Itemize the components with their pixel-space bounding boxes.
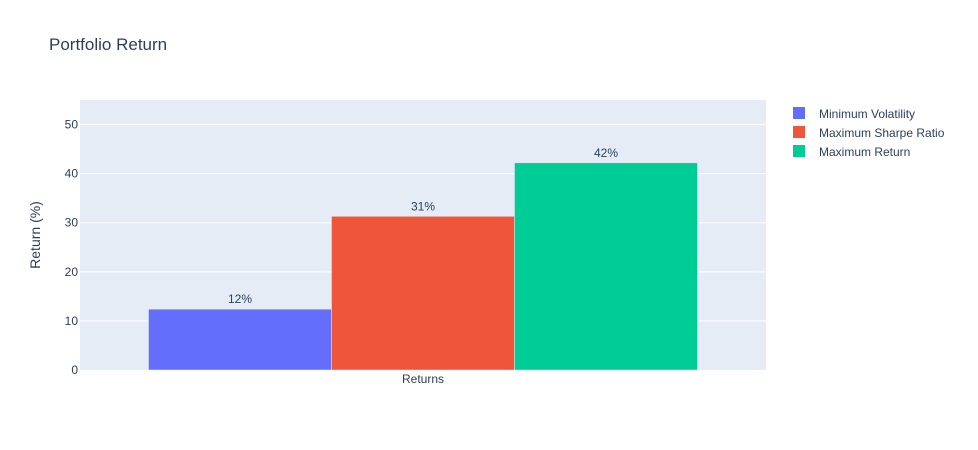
legend-item-minimum-volatility[interactable]: Minimum Volatility — [793, 107, 915, 121]
bar-value-label: 12% — [228, 292, 252, 306]
bar-value-label: 31% — [411, 199, 435, 213]
bar-minimum-volatility[interactable] — [148, 308, 332, 371]
chart-title: Portfolio Return — [49, 35, 167, 54]
legend: Minimum Volatility Maximum Sharpe Ratio … — [793, 107, 945, 159]
x-tick-label: Returns — [402, 372, 444, 386]
bar-maximum-return[interactable] — [514, 162, 698, 371]
y-axis-ticks: 0 10 20 30 40 50 — [65, 118, 79, 377]
bar-value-label: 42% — [594, 146, 618, 160]
y-tick-label: 0 — [71, 363, 78, 377]
bars — [148, 162, 698, 371]
legend-swatch-minimum-volatility — [793, 107, 805, 119]
legend-item-maximum-sharpe-ratio[interactable]: Maximum Sharpe Ratio — [793, 126, 945, 140]
legend-label-maximum-sharpe-ratio: Maximum Sharpe Ratio — [819, 126, 945, 140]
y-tick-label: 30 — [65, 216, 79, 230]
legend-label-minimum-volatility: Minimum Volatility — [819, 107, 915, 121]
y-tick-label: 50 — [65, 118, 79, 132]
y-tick-label: 20 — [65, 265, 79, 279]
legend-swatch-maximum-return — [793, 145, 805, 157]
legend-label-maximum-return: Maximum Return — [819, 145, 910, 159]
legend-item-maximum-return[interactable]: Maximum Return — [793, 145, 910, 159]
bar-maximum-sharpe-ratio[interactable] — [331, 216, 515, 371]
y-tick-label: 40 — [65, 167, 79, 181]
y-axis-title: Return (%) — [27, 201, 43, 269]
bar-labels: 12% 31% 42% — [228, 146, 618, 306]
y-tick-label: 10 — [65, 314, 79, 328]
legend-swatch-maximum-sharpe-ratio — [793, 126, 805, 138]
